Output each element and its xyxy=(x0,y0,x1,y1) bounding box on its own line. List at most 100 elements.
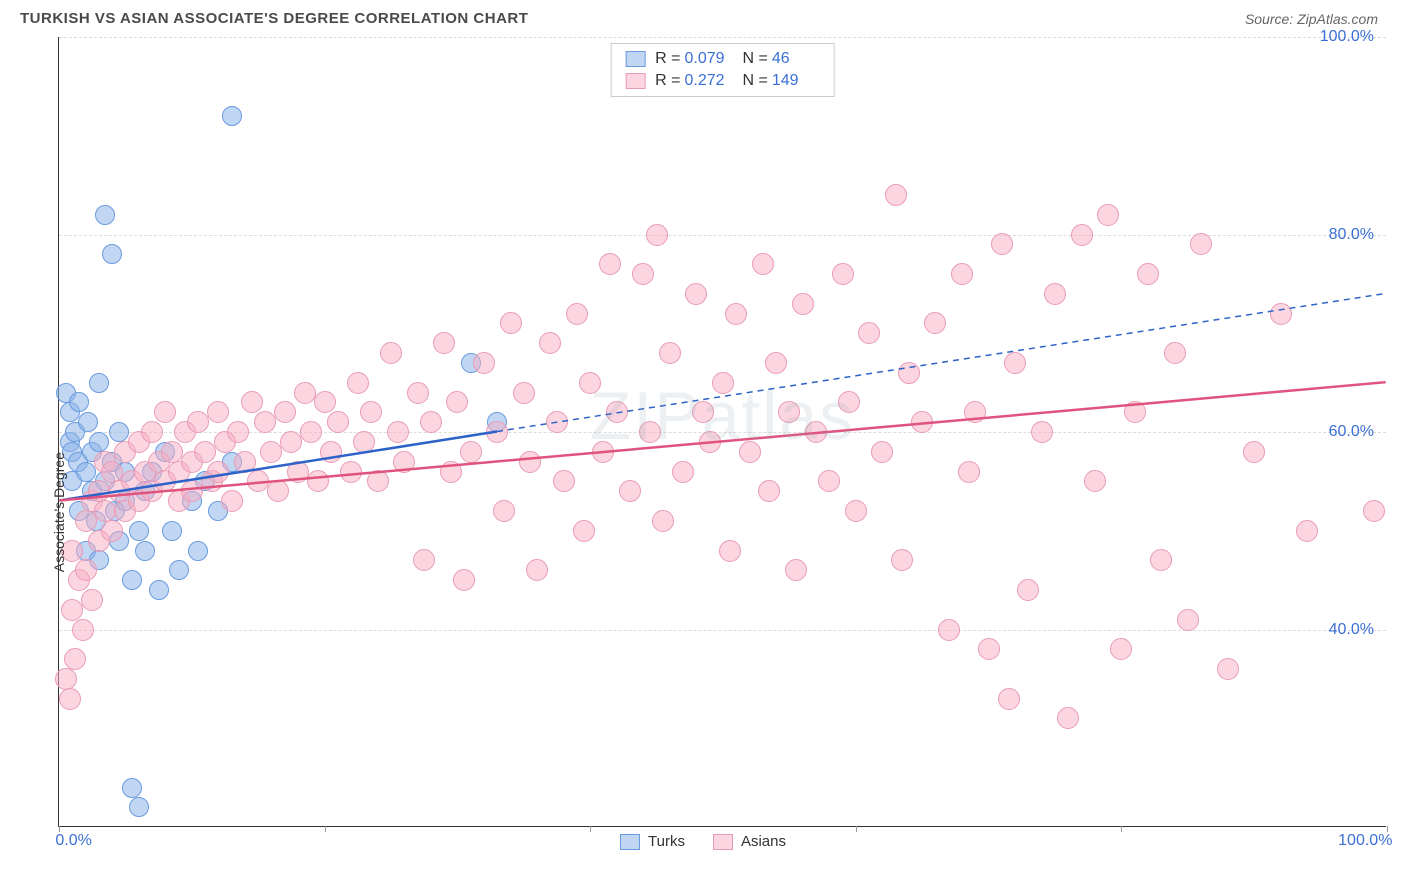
scatter-point-asians xyxy=(207,401,229,423)
scatter-point-asians xyxy=(546,411,568,433)
scatter-point-asians xyxy=(307,470,329,492)
scatter-point-asians xyxy=(194,441,216,463)
legend-swatch-turks xyxy=(625,51,645,67)
scatter-point-asians xyxy=(320,441,342,463)
scatter-point-asians xyxy=(845,500,867,522)
chart-header: TURKISH VS ASIAN ASSOCIATE'S DEGREE CORR… xyxy=(0,0,1406,33)
stat-n-label: N =149 xyxy=(743,72,820,90)
scatter-point-asians xyxy=(1177,609,1199,631)
scatter-point-asians xyxy=(898,362,920,384)
scatter-point-asians xyxy=(267,480,289,502)
scatter-point-asians xyxy=(247,470,269,492)
scatter-point-turks xyxy=(69,392,89,412)
scatter-point-asians xyxy=(1190,233,1212,255)
scatter-point-asians xyxy=(599,253,621,275)
scatter-point-asians xyxy=(360,401,382,423)
scatter-point-asians xyxy=(606,401,628,423)
scatter-point-asians xyxy=(719,540,741,562)
scatter-point-asians xyxy=(579,372,601,394)
stat-r-label: R =0.079 xyxy=(655,50,732,68)
scatter-point-asians xyxy=(1150,549,1172,571)
scatter-point-asians xyxy=(1296,520,1318,542)
scatter-point-asians xyxy=(752,253,774,275)
scatter-point-asians xyxy=(891,549,913,571)
scatter-point-asians xyxy=(473,352,495,374)
scatter-point-asians xyxy=(353,431,375,453)
scatter-point-turks xyxy=(129,521,149,541)
scatter-point-asians xyxy=(712,372,734,394)
scatter-point-asians xyxy=(592,441,614,463)
scatter-point-asians xyxy=(440,461,462,483)
plot-area: ZIPatlas 40.0%60.0%80.0%100.0% Associate… xyxy=(58,37,1386,827)
scatter-point-asians xyxy=(519,451,541,473)
y-axis-title: Associate's Degree xyxy=(51,432,67,572)
scatter-point-asians xyxy=(619,480,641,502)
scatter-point-asians xyxy=(181,480,203,502)
scatter-point-turks xyxy=(78,412,98,432)
x-tick-label: 0.0% xyxy=(55,832,91,850)
legend-bottom: Turks Asians xyxy=(20,833,1386,850)
scatter-point-asians xyxy=(314,391,336,413)
scatter-point-asians xyxy=(785,559,807,581)
scatter-point-asians xyxy=(486,421,508,443)
scatter-point-asians xyxy=(287,461,309,483)
scatter-point-asians xyxy=(871,441,893,463)
stat-n-value: 149 xyxy=(772,72,820,90)
scatter-point-asians xyxy=(81,589,103,611)
scatter-point-asians xyxy=(413,549,435,571)
scatter-point-asians xyxy=(1270,303,1292,325)
scatter-point-turks xyxy=(76,462,96,482)
scatter-point-asians xyxy=(685,283,707,305)
scatter-point-asians xyxy=(241,391,263,413)
scatter-point-asians xyxy=(818,470,840,492)
scatter-point-asians xyxy=(407,382,429,404)
scatter-point-asians xyxy=(964,401,986,423)
scatter-point-asians xyxy=(294,382,316,404)
scatter-point-turks xyxy=(222,106,242,126)
scatter-point-asians xyxy=(94,500,116,522)
scatter-point-asians xyxy=(1071,224,1093,246)
stat-r-label: R =0.272 xyxy=(655,72,732,90)
scatter-point-turks xyxy=(169,560,189,580)
scatter-point-asians xyxy=(672,461,694,483)
scatter-point-asians xyxy=(1110,638,1132,660)
scatter-point-turks xyxy=(109,422,129,442)
scatter-point-asians xyxy=(75,559,97,581)
scatter-point-asians xyxy=(778,401,800,423)
scatter-point-turks xyxy=(162,521,182,541)
scatter-point-asians xyxy=(367,470,389,492)
scatter-point-turks xyxy=(149,580,169,600)
scatter-point-asians xyxy=(765,352,787,374)
scatter-point-asians xyxy=(433,332,455,354)
scatter-point-asians xyxy=(274,401,296,423)
scatter-point-asians xyxy=(393,451,415,473)
x-tick-label: 100.0% xyxy=(1338,832,1392,850)
scatter-point-asians xyxy=(998,688,1020,710)
chart-container: ZIPatlas 40.0%60.0%80.0%100.0% Associate… xyxy=(20,37,1386,850)
gridline xyxy=(59,37,1386,38)
legend-swatch-asians xyxy=(713,834,733,850)
y-tick-label: 40.0% xyxy=(1329,621,1374,639)
scatter-point-asians xyxy=(1363,500,1385,522)
scatter-point-asians xyxy=(420,411,442,433)
scatter-point-asians xyxy=(221,490,243,512)
scatter-point-asians xyxy=(1137,263,1159,285)
scatter-point-asians xyxy=(72,619,94,641)
gridline xyxy=(59,235,1386,236)
y-tick-label: 60.0% xyxy=(1329,423,1374,441)
scatter-point-asians xyxy=(453,569,475,591)
scatter-point-turks xyxy=(102,244,122,264)
scatter-point-asians xyxy=(64,648,86,670)
scatter-point-asians xyxy=(59,688,81,710)
legend-stats: R =0.079 N =46 R =0.272 N =149 xyxy=(610,43,835,97)
scatter-point-asians xyxy=(380,342,402,364)
scatter-point-asians xyxy=(260,441,282,463)
legend-item: Turks xyxy=(620,833,685,850)
scatter-point-asians xyxy=(1017,579,1039,601)
scatter-point-turks xyxy=(129,797,149,817)
scatter-point-asians xyxy=(1004,352,1026,374)
scatter-point-asians xyxy=(725,303,747,325)
scatter-point-asians xyxy=(958,461,980,483)
scatter-point-asians xyxy=(539,332,561,354)
scatter-point-asians xyxy=(161,441,183,463)
